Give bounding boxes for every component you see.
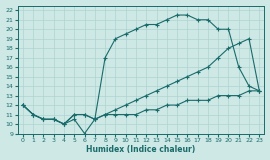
X-axis label: Humidex (Indice chaleur): Humidex (Indice chaleur) <box>86 145 196 154</box>
